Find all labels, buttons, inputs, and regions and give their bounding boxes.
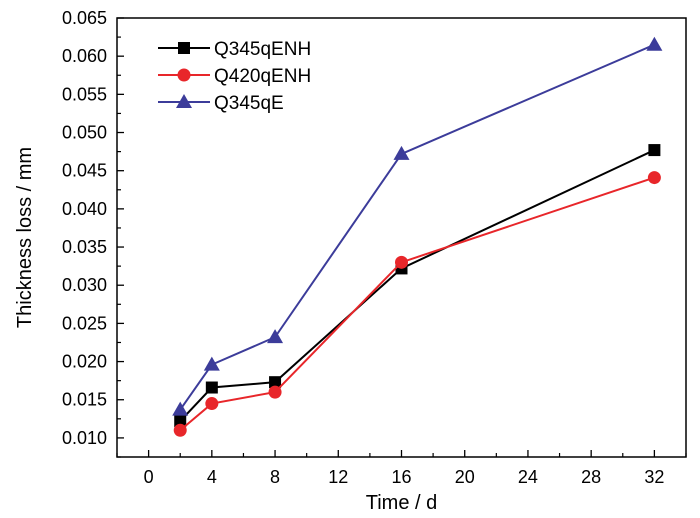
y-tick-label: 0.035: [62, 237, 107, 257]
y-tick-label: 0.040: [62, 199, 107, 219]
x-tick-label: 24: [518, 467, 538, 487]
y-tick-label: 0.050: [62, 123, 107, 143]
series-line: [179, 176, 655, 432]
data-point: [205, 397, 219, 411]
legend-label: Q345qENH: [214, 39, 311, 60]
x-tick-label: 28: [581, 467, 601, 487]
x-tick-label: 12: [328, 467, 348, 487]
data-point: [648, 144, 661, 157]
data-point: [393, 145, 410, 160]
x-tick-label: 4: [207, 467, 217, 487]
legend-marker: [178, 42, 190, 54]
data-point: [172, 401, 189, 416]
data-point: [267, 329, 284, 344]
y-tick-label: 0.030: [62, 275, 107, 295]
data-point: [205, 381, 218, 394]
y-tick-label: 0.015: [62, 390, 107, 410]
series-layer: [172, 36, 663, 437]
series-line: [179, 149, 655, 422]
y-tick-label: 0.065: [62, 8, 107, 28]
x-axis-title: Time / d: [366, 492, 438, 514]
data-point: [174, 415, 187, 428]
series-q345qenh: [174, 144, 661, 428]
axes: 0 4 8 12 16 20 24 28 32 0.010 0.015 0.020 0.025 0.030…: [62, 8, 687, 487]
legend-marker: [177, 68, 191, 82]
x-tick-label: 0: [144, 467, 154, 487]
y-axis-title: Thickness loss / mm: [14, 147, 36, 328]
legend: Q345qENH Q420qENH Q345qE: [158, 39, 311, 114]
legend-label: Q420qENH: [214, 66, 311, 87]
legend-marker: [176, 94, 192, 108]
legend-label: Q345qE: [214, 93, 284, 114]
y-tick-label: 0.060: [62, 46, 107, 66]
legend-entry: Q345qENH: [158, 39, 311, 60]
y-tick-label: 0.025: [62, 313, 107, 333]
x-tick-label: 16: [391, 467, 411, 487]
legend-entry: Q420qENH: [158, 66, 311, 87]
y-tick-label: 0.055: [62, 84, 107, 104]
legend-entry: Q345qE: [158, 93, 284, 114]
y-tick-label: 0.010: [62, 428, 107, 448]
x-tick-label: 8: [270, 467, 280, 487]
data-point: [646, 36, 663, 51]
data-point: [203, 356, 220, 371]
plot-frame: [116, 17, 687, 458]
y-tick-label: 0.045: [62, 161, 107, 181]
data-point: [268, 385, 282, 399]
data-point: [269, 376, 282, 389]
x-tick-label: 32: [644, 467, 664, 487]
series-q345qe: [172, 36, 663, 416]
x-tick-label: 20: [455, 467, 475, 487]
data-point: [395, 255, 408, 269]
data-point: [647, 171, 661, 185]
series-q420qenh: [173, 171, 661, 437]
data-point: [173, 423, 187, 437]
y-tick-label: 0.020: [62, 352, 107, 372]
